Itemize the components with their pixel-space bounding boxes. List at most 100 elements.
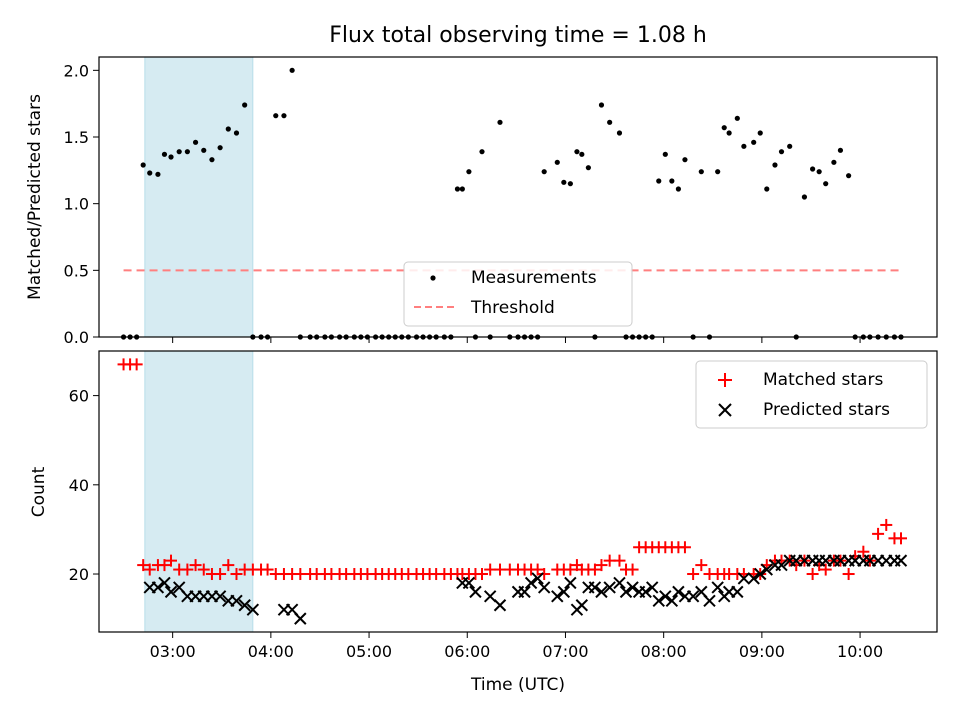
legend-marker-predicted — [718, 403, 732, 417]
predicted-star-point — [246, 603, 260, 616]
measurement-point — [757, 130, 763, 136]
predicted-star-point — [659, 590, 672, 603]
matched-star-point — [130, 358, 143, 371]
predicted-star-point — [238, 599, 251, 612]
measurement-point — [698, 169, 704, 175]
measurement-point — [734, 115, 740, 121]
observing-window-shade — [144, 56, 254, 338]
bottom-legend: Matched stars Predicted stars — [695, 360, 928, 429]
predicted-star-point — [564, 576, 577, 590]
measurement-point — [281, 113, 287, 119]
matched-star-point — [197, 563, 210, 576]
measurement-point — [225, 126, 231, 132]
measurement-point — [497, 119, 503, 125]
predicted-star-point — [754, 567, 767, 581]
measurement-point — [209, 157, 215, 163]
measurement-point — [184, 149, 190, 155]
matched-star-point — [181, 563, 194, 576]
y-tick-label: 40 — [69, 476, 89, 495]
matched-star-point — [230, 568, 243, 581]
measurement-point — [168, 154, 174, 160]
predicted-star-point — [551, 590, 564, 603]
measurement-point — [607, 119, 613, 125]
y-tick-label: 0.5 — [64, 261, 89, 280]
measurement-point — [715, 169, 721, 175]
matched-star-point — [214, 568, 227, 581]
matched-star-point — [894, 532, 907, 545]
matched-star-point — [880, 518, 893, 531]
measurement-point — [810, 166, 816, 172]
x-tick-label: 07:00 — [542, 642, 588, 661]
measurement-point — [454, 186, 461, 192]
measurement-point — [479, 149, 485, 155]
predicted-star-point — [230, 594, 243, 607]
matched-star-point — [842, 568, 855, 581]
matched-star-point — [695, 559, 708, 572]
bottom-panel-frame — [98, 350, 938, 633]
measurement-point — [816, 169, 822, 175]
measurement-point — [567, 181, 573, 187]
predicted-star-point — [639, 585, 652, 599]
matched-star-point — [531, 563, 544, 576]
predicted-star-point — [775, 558, 788, 572]
measurement-point — [669, 178, 675, 184]
matched-star-point — [189, 559, 202, 572]
y-tick-label: 1.0 — [64, 195, 89, 214]
measurement-point — [242, 102, 248, 108]
measurement-point — [541, 169, 547, 175]
x-tick-label: 03:00 — [150, 642, 196, 661]
measurement-point — [585, 165, 591, 171]
matched-star-point — [165, 554, 178, 567]
matched-star-point — [137, 559, 150, 572]
measurement-point — [726, 130, 732, 136]
predicted-star-point — [469, 585, 482, 599]
measurement-point — [574, 149, 580, 155]
measurement-point — [764, 186, 770, 192]
measurement-point — [466, 169, 472, 175]
measurement-point — [273, 113, 279, 119]
predicted-star-point — [158, 576, 171, 590]
legend-label-measurements: Measurements — [471, 268, 597, 288]
measurement-point — [579, 151, 585, 157]
top-y-axis-label: Matched/Predicted stars — [25, 94, 45, 300]
predicted-star-point — [164, 585, 178, 599]
matched-star-point — [143, 563, 156, 576]
bottom-legend-box — [695, 360, 928, 429]
y-tick-label: 60 — [69, 387, 89, 406]
x-axis-label: Time (UTC) — [470, 675, 565, 695]
matched-star-point — [806, 568, 819, 581]
matched-star-point — [595, 559, 608, 572]
predicted-star-point — [151, 581, 165, 594]
predicted-star-point — [731, 585, 744, 599]
x-tick-label: 06:00 — [444, 642, 490, 661]
predicted-star-point — [603, 581, 616, 594]
legend-label-matched: Matched stars — [763, 370, 883, 390]
x-tick-label: 05:00 — [346, 642, 392, 661]
measurement-point — [459, 186, 465, 192]
matched-star-point — [538, 568, 551, 581]
matched-star-point — [613, 554, 626, 567]
legend-label-predicted: Predicted stars — [763, 400, 890, 420]
measurement-point — [675, 186, 681, 192]
measurement-point — [656, 178, 662, 184]
predicted-star-point — [575, 599, 589, 612]
predicted-star-point — [493, 599, 507, 612]
predicted-star-point — [518, 585, 531, 599]
matched-star-point — [857, 545, 870, 558]
matched-star-point — [475, 568, 488, 581]
y-tick-label: 1.5 — [64, 128, 89, 147]
predicted-star-point — [686, 590, 700, 603]
predicted-star-point — [294, 612, 307, 625]
matched-star-point — [626, 563, 639, 576]
matched-star-point — [158, 559, 171, 572]
bottom-panel: 20 40 60 03:00 04:00 05:00 06:00 07:00 08:00 09:0… — [29, 350, 938, 695]
measurement-point — [176, 149, 182, 155]
predicted-star-point — [462, 576, 476, 590]
predicted-star-point — [595, 585, 608, 599]
matched-star-point — [261, 563, 274, 576]
measurement-point — [846, 173, 852, 179]
predicted-star-point — [588, 581, 602, 594]
measurement-point — [801, 194, 808, 200]
matched-star-point — [564, 563, 577, 576]
